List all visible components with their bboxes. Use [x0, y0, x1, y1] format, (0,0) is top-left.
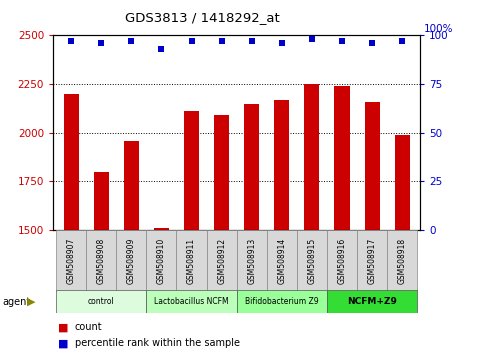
Point	[248, 38, 256, 44]
Text: ■: ■	[58, 338, 69, 348]
Bar	[146, 290, 237, 313]
Text: count: count	[75, 322, 102, 332]
Bar	[365, 102, 380, 230]
Text: Bifidobacterium Z9: Bifidobacterium Z9	[245, 297, 319, 306]
Bar	[94, 172, 109, 230]
Point	[338, 38, 346, 44]
Point	[157, 46, 165, 52]
Text: GSM508907: GSM508907	[67, 238, 76, 284]
Text: GSM508913: GSM508913	[247, 238, 256, 284]
Text: Lactobacillus NCFM: Lactobacillus NCFM	[154, 297, 229, 306]
Point	[398, 38, 406, 44]
Bar	[387, 230, 417, 292]
Text: GDS3813 / 1418292_at: GDS3813 / 1418292_at	[126, 11, 280, 24]
Bar	[327, 230, 357, 292]
Bar	[86, 230, 116, 292]
Bar	[64, 94, 79, 230]
Text: ■: ■	[58, 322, 69, 332]
Bar	[237, 230, 267, 292]
Text: agent: agent	[2, 297, 30, 307]
Point	[188, 38, 196, 44]
Bar	[274, 100, 289, 230]
Text: GSM508912: GSM508912	[217, 238, 226, 284]
Bar	[267, 230, 297, 292]
Text: GSM508910: GSM508910	[157, 238, 166, 284]
Point	[98, 40, 105, 46]
Text: NCFM+Z9: NCFM+Z9	[347, 297, 397, 306]
Bar	[154, 228, 169, 230]
Bar	[297, 230, 327, 292]
Bar	[56, 230, 86, 292]
Bar	[124, 141, 139, 230]
Text: ▶: ▶	[27, 297, 36, 307]
Text: GSM508915: GSM508915	[307, 238, 316, 284]
Point	[128, 38, 135, 44]
Bar	[214, 115, 229, 230]
Bar	[184, 111, 199, 230]
Bar	[357, 230, 387, 292]
Bar	[56, 290, 146, 313]
Text: GSM508914: GSM508914	[277, 238, 286, 284]
Bar	[116, 230, 146, 292]
Text: GSM508917: GSM508917	[368, 238, 377, 284]
Bar	[176, 230, 207, 292]
Text: GSM508909: GSM508909	[127, 238, 136, 284]
Bar	[334, 86, 350, 230]
Bar	[237, 290, 327, 313]
Text: 100%: 100%	[424, 24, 454, 34]
Text: GSM508908: GSM508908	[97, 238, 106, 284]
Point	[368, 40, 376, 46]
Bar	[244, 104, 259, 230]
Point	[218, 38, 226, 44]
Bar	[146, 230, 176, 292]
Bar	[207, 230, 237, 292]
Text: GSM508918: GSM508918	[398, 238, 407, 284]
Point	[278, 40, 285, 46]
Bar	[327, 290, 417, 313]
Bar	[304, 84, 319, 230]
Text: control: control	[88, 297, 114, 306]
Bar	[395, 135, 410, 230]
Text: GSM508916: GSM508916	[338, 238, 346, 284]
Point	[308, 36, 316, 42]
Text: GSM508911: GSM508911	[187, 238, 196, 284]
Text: percentile rank within the sample: percentile rank within the sample	[75, 338, 240, 348]
Point	[67, 38, 75, 44]
